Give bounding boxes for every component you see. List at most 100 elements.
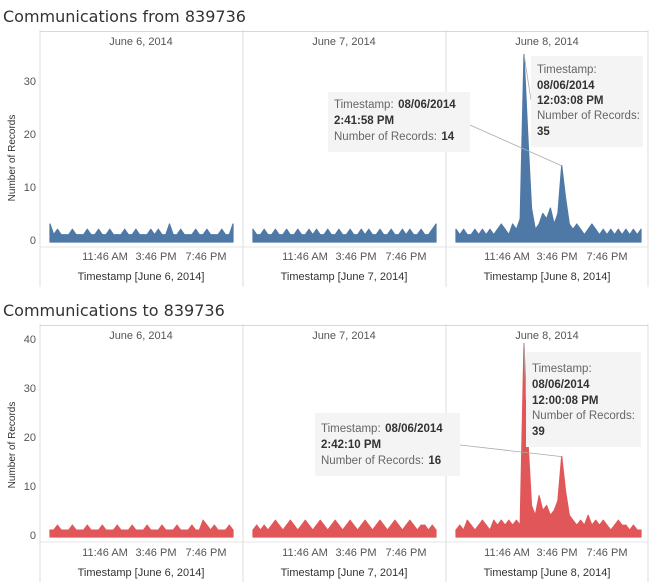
panel-header-june7: June 7, 2014 (312, 330, 376, 342)
y-ticks: 0 10 20 30 40 (24, 334, 36, 542)
x-tick-label: 11:46 AM (82, 547, 128, 559)
x-tick-label: 3:46 PM (336, 251, 377, 263)
data-point (504, 524, 506, 526)
data-point (621, 524, 623, 526)
data-point (572, 519, 574, 521)
data-point (481, 228, 483, 230)
data-point (259, 234, 262, 236)
data-point (591, 524, 593, 526)
data-point (364, 519, 366, 521)
data-point (371, 529, 374, 531)
tooltip-date: 08/06/2014 (537, 80, 595, 92)
tooltip-leader (523, 54, 532, 101)
x-tick-label: 7:46 PM (186, 547, 227, 559)
tooltip-box (526, 352, 641, 447)
data-point (101, 524, 103, 526)
data-point (98, 529, 100, 531)
data-point (116, 234, 118, 236)
data-point (424, 524, 426, 526)
data-point (542, 212, 544, 215)
data-point (176, 524, 178, 526)
data-point (120, 529, 122, 531)
data-point (481, 519, 483, 521)
data-point (568, 514, 570, 517)
data-point (459, 234, 461, 236)
data-point (580, 228, 582, 230)
data-point (263, 228, 265, 230)
data-point (345, 234, 347, 236)
tooltip-timestamp-label: Timestamp: (537, 64, 597, 76)
data-point (557, 212, 559, 215)
data-point (595, 228, 597, 230)
data-point (83, 529, 85, 531)
data-point (183, 529, 185, 531)
data-point (228, 234, 230, 236)
data-point (308, 228, 310, 230)
data-point (394, 519, 396, 521)
data-point (172, 529, 174, 531)
tooltip-line3: Number of Records: 14 (334, 127, 455, 144)
data-point (386, 234, 388, 236)
data-point (157, 529, 159, 531)
data-point (478, 524, 480, 526)
data-point (617, 228, 619, 230)
series-area-june-7-2014 (252, 223, 437, 243)
data-point (515, 228, 518, 230)
data-point (124, 529, 126, 531)
tooltip-secondary: Timestamp: 08/06/2014 2:41:58 PM Number … (328, 92, 562, 167)
tooltip-peak: Timestamp: 08/06/2014 12:03:08 PM Number… (523, 54, 643, 147)
data-point (587, 514, 589, 517)
data-point (493, 519, 495, 521)
tooltip-leader (459, 444, 562, 457)
data-point (345, 524, 347, 526)
tooltip-records-value: 35 (537, 126, 550, 138)
data-point (90, 529, 92, 531)
data-point (195, 529, 197, 531)
data-point (420, 524, 422, 526)
data-point (109, 228, 111, 230)
data-point (161, 524, 163, 526)
data-point (327, 529, 329, 531)
data-point (49, 529, 51, 531)
data-point (625, 524, 627, 526)
panel-frames (39, 324, 649, 582)
data-point (398, 234, 400, 236)
data-point (139, 234, 141, 236)
data-point (301, 524, 303, 526)
data-point (191, 524, 193, 526)
data-point (621, 234, 623, 236)
data-point (459, 524, 461, 526)
tooltip-leader (469, 124, 562, 167)
data-point (549, 207, 552, 209)
data-point (146, 234, 148, 236)
data-point (409, 228, 411, 230)
data-point (463, 529, 465, 531)
data-point (112, 234, 115, 236)
data-point (598, 234, 601, 236)
data-point (206, 228, 208, 230)
data-point (293, 234, 295, 236)
data-point (165, 529, 167, 531)
data-point (431, 228, 433, 230)
y-tick-label: 10 (24, 481, 36, 493)
data-point (120, 234, 122, 236)
data-point (224, 234, 227, 236)
tooltip-records-label: Number of Records: (321, 455, 424, 467)
data-point (360, 524, 362, 526)
data-point (576, 223, 578, 225)
data-point (538, 223, 540, 225)
data-point (304, 234, 306, 236)
tooltip-box (531, 56, 643, 147)
data-point (68, 529, 70, 531)
data-point (511, 223, 514, 225)
data-point (210, 529, 212, 531)
data-point (519, 218, 521, 220)
data-point (127, 529, 129, 531)
data-point (602, 228, 604, 230)
data-point (587, 228, 589, 230)
tooltip-time: 2:42:10 PM (321, 439, 381, 451)
data-point (557, 500, 559, 502)
data-point (405, 524, 407, 526)
data-point (427, 529, 430, 531)
y-tick-label: 10 (24, 182, 36, 194)
